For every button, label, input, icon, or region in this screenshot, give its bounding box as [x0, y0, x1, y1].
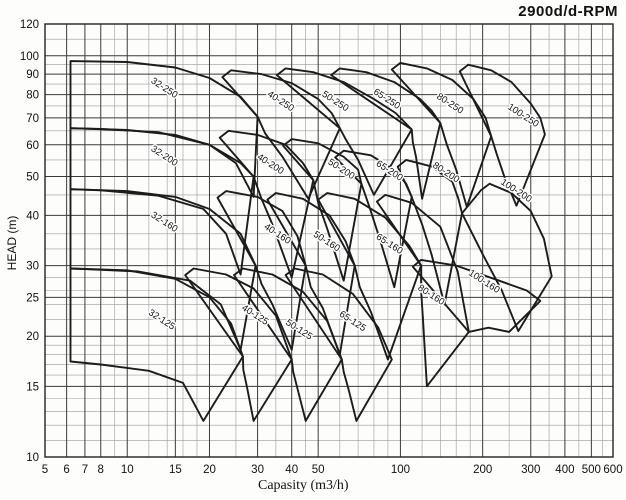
- y-tick-label: 25: [26, 292, 39, 304]
- envelope-100-200: [461, 182, 553, 333]
- plot-border: [44, 23, 614, 458]
- envelope-label-65-125: 65-125: [337, 309, 368, 334]
- y-tick-label: 80: [26, 90, 39, 102]
- envelope-65-160: [317, 192, 423, 361]
- y-tick-label: 70: [26, 113, 39, 125]
- x-axis-label: Capasity (m3/h): [258, 478, 349, 493]
- envelope-100-250: [458, 63, 546, 207]
- x-tick-label: 8: [98, 464, 104, 476]
- x-tick-label: 40: [285, 464, 298, 476]
- envelope-50-250: [275, 67, 413, 196]
- y-axis-label: HEAD (m): [5, 215, 19, 271]
- envelope-label-100-200: 100-200: [498, 177, 533, 205]
- x-tick-label: 200: [473, 464, 492, 476]
- envelope-label-50-125: 50-125: [283, 317, 314, 342]
- x-tick-label: 500: [582, 464, 601, 476]
- x-tick-label: 20: [203, 464, 216, 476]
- x-tick-label: 100: [391, 464, 410, 476]
- envelope-label-80-160: 80-160: [416, 283, 447, 308]
- x-tick-label: 6: [63, 464, 69, 476]
- y-tick-label: 30: [26, 261, 39, 273]
- x-tick-label: 15: [169, 464, 182, 476]
- y-tick-label: 10: [26, 452, 39, 464]
- x-tick-label: 30: [251, 464, 264, 476]
- envelope-label-40-160: 40-160: [262, 221, 293, 246]
- y-tick-label: 120: [20, 19, 39, 31]
- envelope-label-50-250: 50-250: [320, 89, 351, 114]
- y-tick-label: 15: [26, 381, 39, 393]
- envelope-label-80-200: 80-200: [430, 160, 461, 185]
- y-tick-label: 60: [26, 140, 39, 152]
- y-tick-label: 20: [26, 331, 39, 343]
- envelope-80-250: [390, 61, 493, 208]
- y-tick-label: 90: [26, 69, 39, 81]
- envelope-100-160: [411, 258, 542, 333]
- y-tick-label: 40: [26, 210, 39, 222]
- envelope-40-250: [221, 69, 341, 200]
- envelope-65-125: [284, 267, 393, 422]
- y-tick-label: 50: [26, 172, 39, 184]
- x-tick-label: 50: [312, 464, 325, 476]
- envelope-label-50-200: 50-200: [326, 157, 357, 182]
- x-tick-label: 600: [603, 464, 622, 476]
- x-tick-label: 300: [521, 464, 540, 476]
- x-tick-label: 5: [42, 464, 48, 476]
- y-tick-label: 100: [20, 51, 39, 63]
- envelope-32-125: [69, 267, 244, 422]
- x-tick-label: 7: [82, 464, 88, 476]
- x-tick-label: 10: [121, 464, 134, 476]
- x-tick-label: 400: [555, 464, 574, 476]
- chart-title: 2900d/d-RPM: [518, 3, 618, 20]
